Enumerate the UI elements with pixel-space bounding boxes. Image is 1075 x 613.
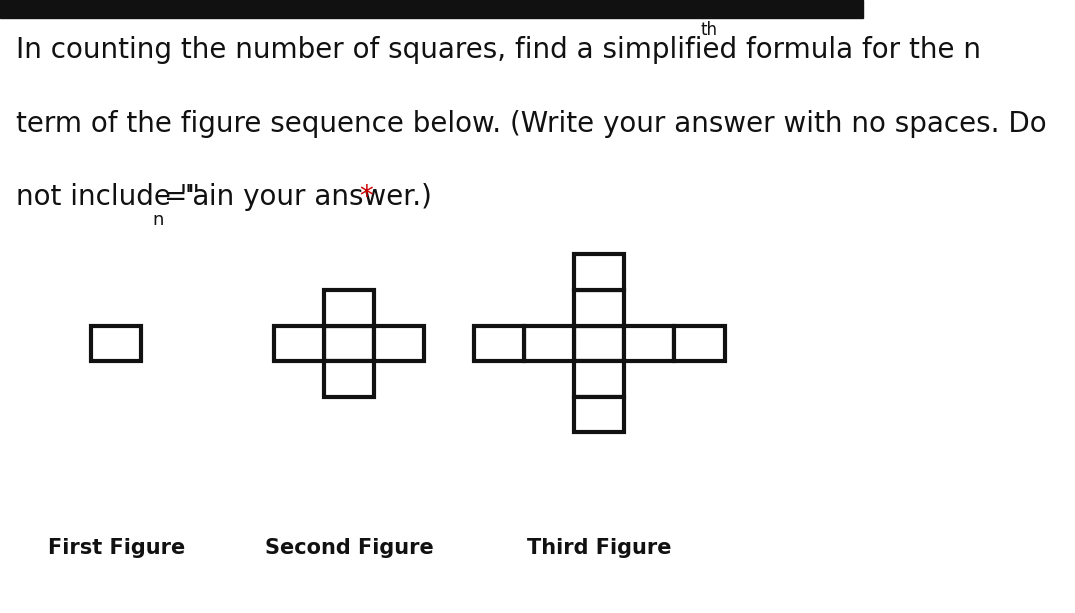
Bar <box>274 326 325 361</box>
Bar <box>525 326 574 361</box>
Text: First Figure: First Figure <box>47 538 185 558</box>
Bar <box>0 0 862 18</box>
Bar <box>91 326 142 361</box>
Bar <box>574 361 625 397</box>
Bar <box>474 326 525 361</box>
Bar <box>325 326 374 361</box>
Bar <box>325 290 374 326</box>
Bar <box>674 326 725 361</box>
Bar <box>625 326 674 361</box>
Text: term of the figure sequence below. (Write your answer with no spaces. Do: term of the figure sequence below. (Writ… <box>15 110 1046 138</box>
Bar <box>574 290 625 326</box>
Text: n: n <box>153 211 164 229</box>
Bar <box>325 361 374 397</box>
Bar <box>374 326 425 361</box>
Text: =" in your answer.): =" in your answer.) <box>163 183 441 211</box>
Text: Second Figure: Second Figure <box>264 538 433 558</box>
Bar <box>574 326 625 361</box>
Bar <box>574 397 625 432</box>
Text: not include "a: not include "a <box>15 183 209 211</box>
Text: Third Figure: Third Figure <box>527 538 672 558</box>
Text: th: th <box>701 21 718 39</box>
Text: In counting the number of squares, find a simplified formula for the n: In counting the number of squares, find … <box>15 36 980 64</box>
Text: *: * <box>359 183 373 211</box>
Bar <box>574 254 625 290</box>
